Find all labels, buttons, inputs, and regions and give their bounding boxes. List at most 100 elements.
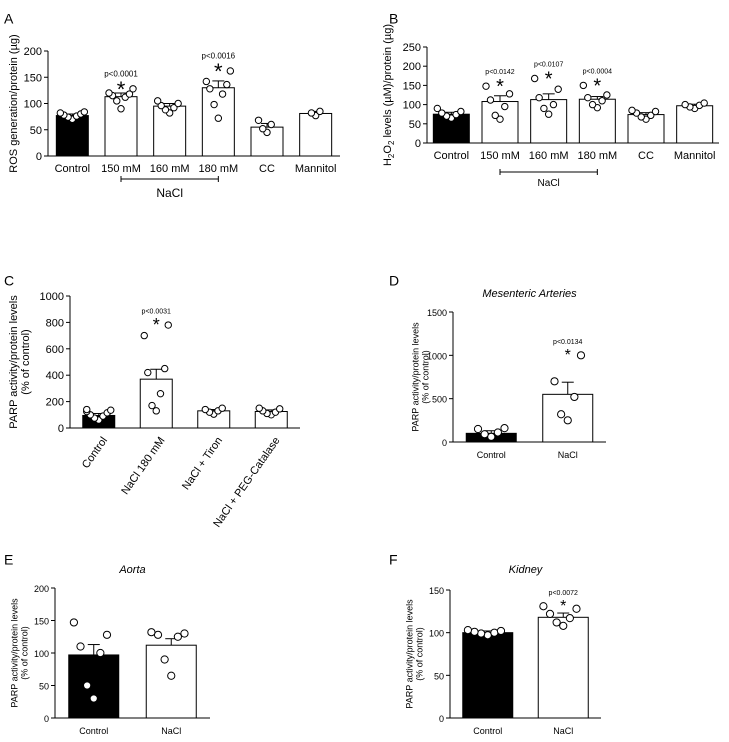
y-axis-label-line: PARP activity/protein levels: [410, 322, 420, 432]
panel-letter: F: [389, 551, 398, 567]
data-point: [105, 89, 113, 97]
data-point: [572, 604, 581, 613]
data-point: [480, 430, 489, 439]
y-axis-label-part: 2: [387, 140, 396, 145]
y-tick-label: 0: [442, 438, 447, 448]
data-point: [490, 628, 499, 637]
data-point: [700, 99, 708, 107]
data-point: [161, 106, 170, 114]
y-tick-label: 500: [432, 395, 447, 405]
p-value-label: p<0.0031: [142, 308, 171, 315]
data-point: [129, 85, 137, 93]
data-point: [438, 109, 446, 117]
data-point: [486, 96, 495, 104]
p-value-label: p<0.0134: [553, 339, 582, 346]
data-point: [201, 405, 209, 414]
data-point: [463, 626, 472, 635]
y-tick-label: 0: [44, 714, 49, 724]
data-point: [148, 401, 156, 410]
x-tick-label: CC: [259, 163, 275, 175]
y-axis-label: ROS generation/protein (µg): [8, 34, 20, 172]
x-tick-label: 160 mM: [529, 150, 569, 162]
group-label: NaCl: [156, 186, 183, 200]
panel-d: D Mesenteric Arteries 0 500 1000 1500 PARP act…: [389, 272, 606, 460]
x-tick-label: CC: [638, 150, 654, 162]
y-tick-label: 50: [434, 671, 444, 681]
data-point: [254, 116, 263, 125]
y-tick-label: 100: [24, 99, 42, 111]
y-tick-label: 800: [46, 317, 64, 329]
data-point: [501, 102, 509, 111]
x-tick-label: Control: [80, 435, 110, 471]
data-point: [156, 389, 165, 398]
data-point: [554, 85, 562, 93]
data-point: [457, 107, 465, 116]
data-point: [56, 109, 65, 117]
y-tick-label: 0: [58, 423, 64, 435]
bar: [462, 632, 514, 719]
bar: [537, 616, 589, 719]
y-axis-label-line: (% of control): [19, 626, 29, 680]
y-tick-label: 0: [415, 138, 421, 150]
data-point: [218, 90, 227, 98]
significance-star: *: [496, 76, 504, 98]
data-point: [544, 110, 553, 118]
data-point: [552, 618, 561, 627]
x-tick-label: NaCl: [161, 726, 181, 736]
data-point: [161, 364, 169, 373]
data-point: [433, 104, 442, 113]
x-tick-label: NaCl + Tiron: [180, 435, 225, 492]
significance-star: *: [153, 315, 160, 335]
panel-f: F Kidney 0 50 100 150 PARP activity/protein le…: [389, 551, 601, 736]
data-point: [147, 628, 156, 637]
data-point: [83, 405, 91, 414]
x-tick-label: Mannitol: [674, 150, 716, 162]
data-point: [102, 630, 112, 639]
significance-star: *: [214, 59, 223, 84]
data-point: [539, 602, 548, 611]
data-point: [125, 90, 134, 98]
x-tick-label: 160 mM: [150, 163, 190, 175]
p-value-label: p<0.0072: [549, 590, 578, 597]
x-tick-label: 180 mM: [577, 150, 617, 162]
y-tick-label: 100: [403, 100, 421, 112]
data-point: [267, 120, 275, 129]
y-axis-label-part: levels (µM)/protein (µg): [382, 24, 394, 141]
bar: [299, 112, 333, 157]
chart-title: Kidney: [509, 564, 544, 576]
p-value-label: p<0.0001: [104, 69, 138, 78]
data-point: [96, 648, 105, 658]
bar: [145, 644, 197, 719]
data-point: [559, 621, 568, 630]
data-point: [557, 410, 566, 419]
data-point: [505, 90, 514, 98]
y-tick-label: 400: [46, 370, 64, 382]
data-point: [477, 629, 486, 638]
x-tick-label: 150 mM: [101, 163, 141, 175]
data-point: [530, 74, 539, 83]
data-point: [549, 100, 558, 109]
y-axis-label-line: PARP activity/protein levels: [9, 598, 19, 708]
y-tick-label: 200: [34, 584, 49, 594]
data-point: [588, 100, 597, 109]
y-axis-label-part: 2: [387, 153, 396, 158]
data-point: [170, 104, 178, 112]
data-point: [493, 428, 502, 437]
x-tick-label: Control: [477, 450, 506, 460]
data-point: [140, 331, 148, 340]
x-tick-label: 150 mM: [480, 150, 520, 162]
data-point: [647, 111, 655, 120]
data-point: [174, 99, 182, 108]
chart-title: Mesenteric Arteries: [482, 288, 577, 300]
x-tick-label: NaCl: [558, 450, 578, 460]
data-point: [563, 416, 572, 425]
y-axis-label-part: O: [382, 145, 394, 154]
data-point: [681, 100, 689, 109]
y-tick-label: 50: [39, 682, 49, 692]
y-tick-label: 250: [403, 42, 421, 54]
data-point: [576, 351, 586, 360]
x-tick-label: NaCl 180 mM: [119, 435, 167, 497]
data-point: [218, 404, 226, 412]
y-tick-label: 200: [24, 46, 42, 58]
